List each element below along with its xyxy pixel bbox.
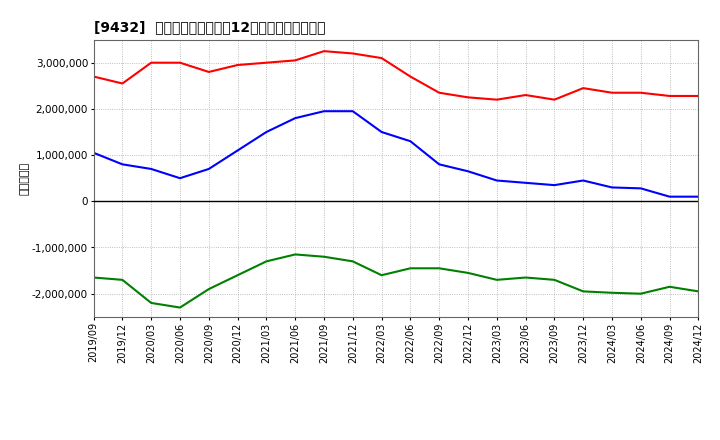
営業CF <box>147 60 156 65</box>
営業CF <box>665 93 674 99</box>
Line: フリーCF: フリーCF <box>94 111 698 197</box>
フリーCF <box>636 186 645 191</box>
フリーCF <box>492 178 501 183</box>
投資CF <box>464 270 472 275</box>
営業CF <box>320 48 328 54</box>
Y-axis label: （百万円）: （百万円） <box>19 161 29 195</box>
フリーCF <box>579 178 588 183</box>
フリーCF <box>521 180 530 185</box>
営業CF <box>579 85 588 91</box>
営業CF <box>550 97 559 102</box>
フリーCF <box>291 115 300 121</box>
営業CF <box>89 74 98 79</box>
営業CF <box>694 93 703 99</box>
投資CF <box>118 277 127 282</box>
投資CF <box>435 266 444 271</box>
フリーCF <box>694 194 703 199</box>
営業CF <box>291 58 300 63</box>
営業CF <box>406 74 415 79</box>
投資CF <box>320 254 328 259</box>
営業CF <box>118 81 127 86</box>
投資CF <box>204 286 213 292</box>
営業CF <box>608 90 616 95</box>
投資CF <box>348 259 357 264</box>
フリーCF <box>550 183 559 188</box>
投資CF <box>89 275 98 280</box>
営業CF <box>492 97 501 102</box>
投資CF <box>608 290 616 295</box>
投資CF <box>262 259 271 264</box>
投資CF <box>233 272 242 278</box>
営業CF <box>348 51 357 56</box>
営業CF <box>204 69 213 74</box>
フリーCF <box>464 169 472 174</box>
営業CF <box>233 62 242 68</box>
投資CF <box>406 266 415 271</box>
Line: 営業CF: 営業CF <box>94 51 698 99</box>
フリーCF <box>608 185 616 190</box>
Line: 投資CF: 投資CF <box>94 254 698 308</box>
投資CF <box>492 277 501 282</box>
営業CF <box>521 92 530 98</box>
フリーCF <box>377 129 386 135</box>
投資CF <box>147 300 156 305</box>
投資CF <box>694 289 703 294</box>
フリーCF <box>262 129 271 135</box>
営業CF <box>377 55 386 61</box>
投資CF <box>291 252 300 257</box>
営業CF <box>435 90 444 95</box>
フリーCF <box>435 161 444 167</box>
営業CF <box>464 95 472 100</box>
フリーCF <box>348 109 357 114</box>
投資CF <box>521 275 530 280</box>
営業CF <box>176 60 184 65</box>
投資CF <box>665 284 674 290</box>
フリーCF <box>204 166 213 172</box>
フリーCF <box>118 161 127 167</box>
フリーCF <box>176 176 184 181</box>
Text: [9432]  キャッシュフローの12か月移動合計の推移: [9432] キャッシュフローの12か月移動合計の推移 <box>94 20 325 34</box>
フリーCF <box>147 166 156 172</box>
営業CF <box>262 60 271 65</box>
投資CF <box>636 291 645 297</box>
投資CF <box>377 272 386 278</box>
投資CF <box>176 305 184 310</box>
フリーCF <box>89 150 98 155</box>
投資CF <box>550 277 559 282</box>
営業CF <box>636 90 645 95</box>
フリーCF <box>233 148 242 153</box>
投資CF <box>579 289 588 294</box>
フリーCF <box>406 139 415 144</box>
フリーCF <box>320 109 328 114</box>
フリーCF <box>665 194 674 199</box>
